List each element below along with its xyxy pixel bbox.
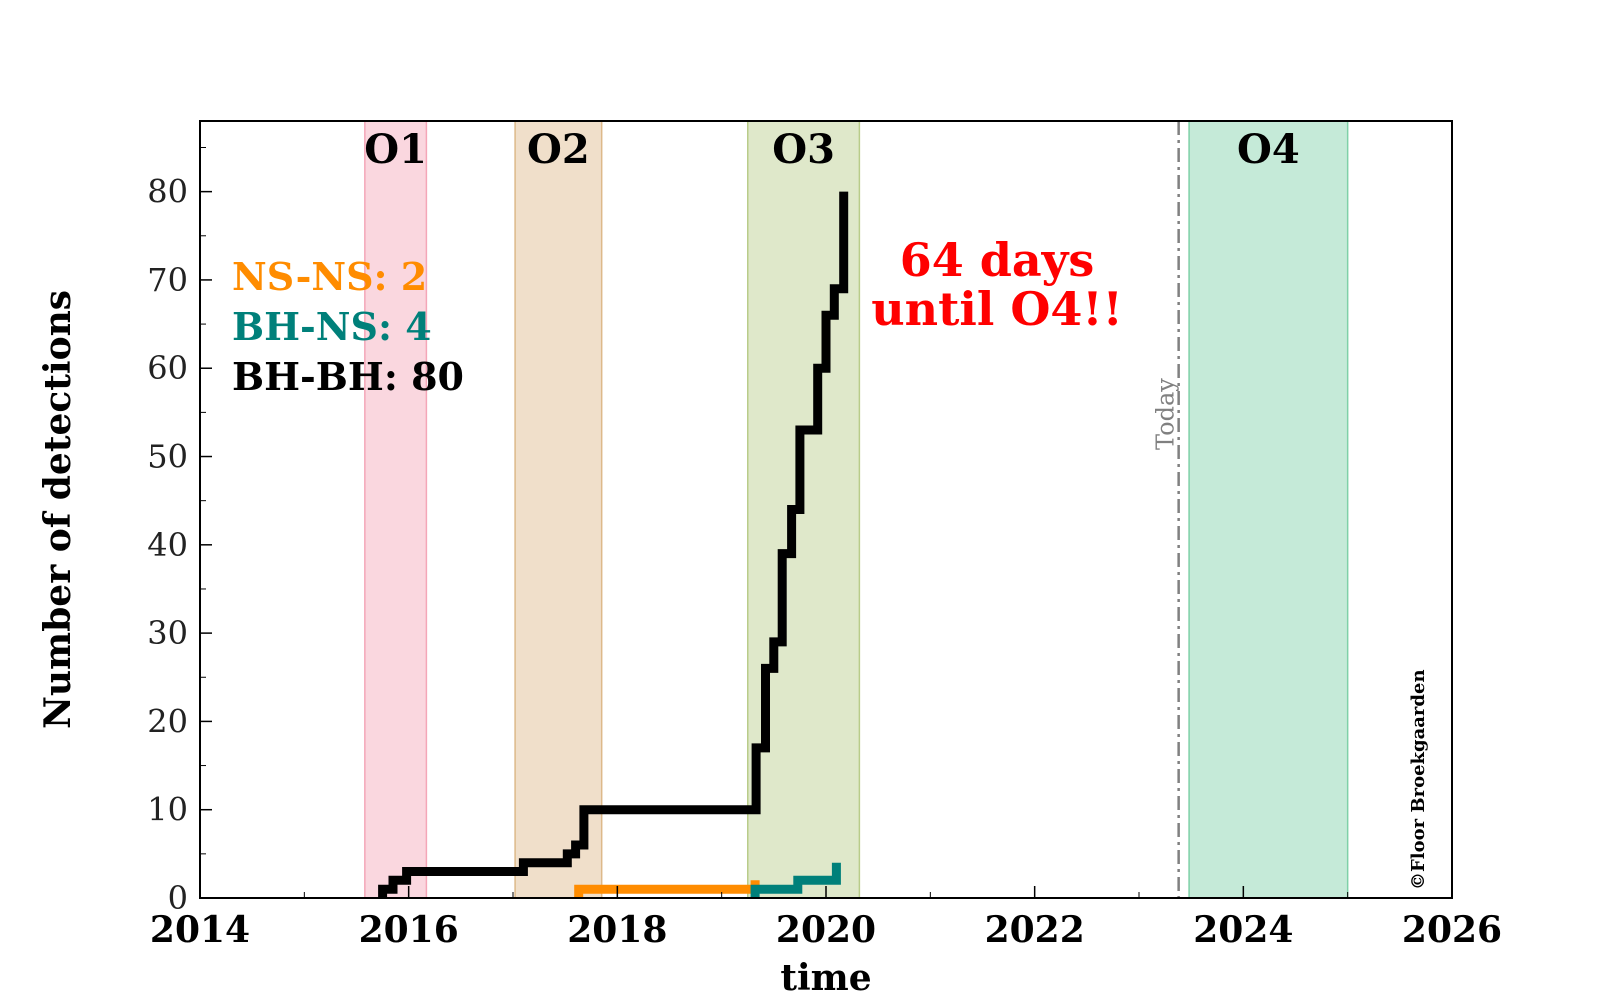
y-tick-label-50: 50 <box>147 438 188 476</box>
y-tick-label-0: 0 <box>168 879 188 917</box>
series-line-bh-ns <box>750 862 841 898</box>
countdown-line-2: until O4!! <box>871 282 1123 336</box>
y-tick-label-20: 20 <box>147 702 188 740</box>
x-tick-label-2026: 2026 <box>1402 909 1502 951</box>
x-tick-label-2024: 2024 <box>1193 909 1293 951</box>
y-tick-label-60: 60 <box>147 349 188 387</box>
credit-label: ©Floor Broekgaarden <box>1408 669 1429 890</box>
axis-ticks <box>199 146 1453 899</box>
plot-frame <box>199 120 1453 899</box>
run-band-o1 <box>364 120 428 899</box>
run-band-o2 <box>514 120 603 899</box>
run-band-o4 <box>1188 120 1349 899</box>
y-tick-label-10: 10 <box>147 791 188 829</box>
y-axis-title: Number of detections <box>37 290 79 729</box>
today-label: Today <box>1152 378 1180 450</box>
legend-entry: BH-NS: 4 <box>232 304 432 349</box>
y-tick-label-40: 40 <box>147 526 188 564</box>
x-tick-label-2022: 2022 <box>985 909 1085 951</box>
series-lines <box>378 191 849 898</box>
legend-entry: BH-BH: 80 <box>232 354 464 399</box>
x-tick-label-2020: 2020 <box>776 909 876 951</box>
observing-run-bands <box>364 120 1349 899</box>
run-label-o4: O4 <box>1237 126 1300 173</box>
today-marker: Today <box>1152 121 1180 898</box>
run-label-o1: O1 <box>364 126 427 173</box>
chart-labels: O1 O2 O3 O4 0 10 20 30 40 50 60 70 80 2014 2016 2018 202… <box>37 126 1502 999</box>
x-tick-label-2016: 2016 <box>359 909 459 951</box>
x-axis-title: time <box>780 957 871 999</box>
x-tick-label-2018: 2018 <box>567 909 667 951</box>
series-line-ns-ns <box>574 880 760 898</box>
countdown-line-1: 64 days <box>900 233 1095 287</box>
y-tick-label-80: 80 <box>147 173 188 211</box>
run-label-o2: O2 <box>527 126 590 173</box>
series-line-bh-bh <box>378 191 849 898</box>
y-tick-label-30: 30 <box>147 614 188 652</box>
x-tick-label-2014: 2014 <box>150 909 250 951</box>
run-label-o3: O3 <box>772 126 835 173</box>
y-tick-label-70: 70 <box>147 261 188 299</box>
legend-entry: NS-NS: 2 <box>232 254 427 299</box>
